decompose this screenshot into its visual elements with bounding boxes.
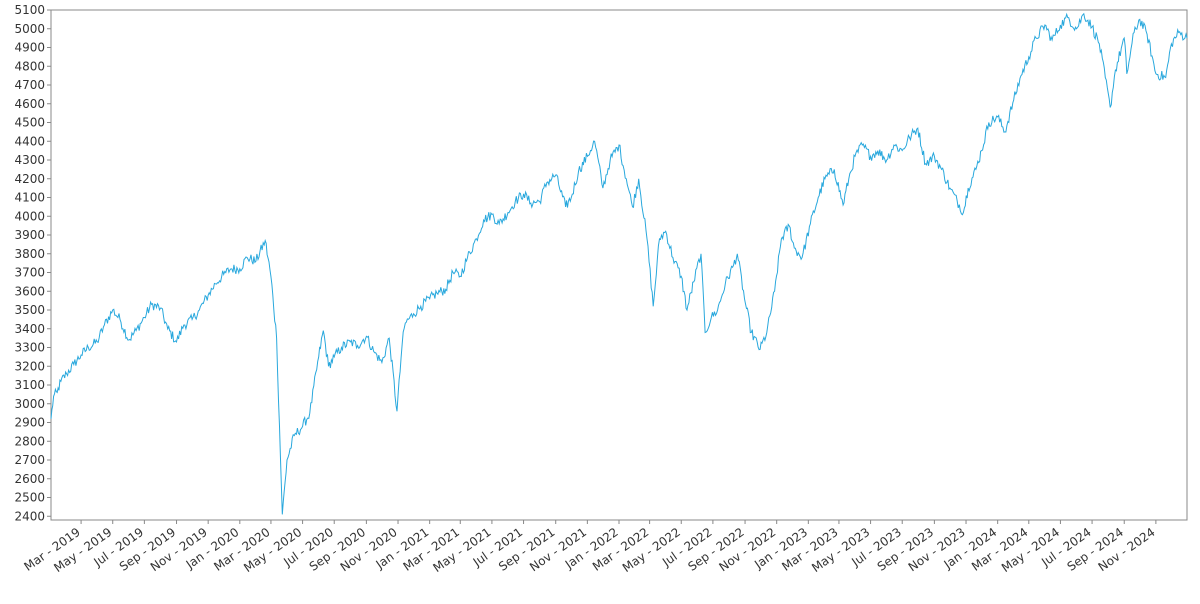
y-tick-label: 2600 [14, 472, 45, 486]
y-tick-label: 4000 [14, 209, 45, 223]
y-tick-label: 4300 [14, 153, 45, 167]
y-tick-label: 4100 [14, 191, 45, 205]
y-tick-label: 2900 [14, 416, 45, 430]
y-tick-label: 2800 [14, 434, 45, 448]
y-tick-label: 3300 [14, 341, 45, 355]
y-tick-label: 3600 [14, 284, 45, 298]
y-tick-label: 4200 [14, 172, 45, 186]
y-tick-label: 4800 [14, 59, 45, 73]
series-layer [50, 12, 1188, 515]
y-tick-label: 2700 [14, 453, 45, 467]
y-tick-label: 2400 [14, 509, 45, 523]
y-tick-label: 3800 [14, 247, 45, 261]
y-tick-label: 3400 [14, 322, 45, 336]
y-tick-label: 3000 [14, 397, 45, 411]
y-tick-label: 4500 [14, 116, 45, 130]
series-line [50, 12, 1188, 515]
y-tick-label: 5100 [14, 3, 45, 17]
y-tick-label: 4700 [14, 78, 45, 92]
y-tick-label: 3100 [14, 378, 45, 392]
y-tick-label: 4900 [14, 41, 45, 55]
y-tick-label: 3900 [14, 228, 45, 242]
y-tick-label: 4400 [14, 134, 45, 148]
plot-area [50, 9, 1188, 521]
y-tick-label: 3700 [14, 266, 45, 280]
y-tick-label: 5000 [14, 22, 45, 36]
y-tick-label: 3200 [14, 359, 45, 373]
y-axis: 2400 2500 2600 2700 2800 2900 3000 3100 3200 3300… [14, 3, 51, 523]
y-tick-label: 3500 [14, 303, 45, 317]
y-tick-label: 2500 [14, 491, 45, 505]
y-tick-label: 4600 [14, 97, 45, 111]
